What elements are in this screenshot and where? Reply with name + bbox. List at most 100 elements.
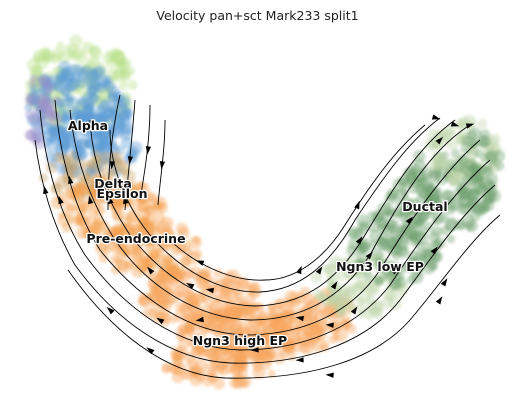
cluster-label-ngn3-low-ep: Ngn3 low EP: [336, 259, 424, 274]
cell-point: [414, 184, 426, 195]
cell-point: [67, 77, 81, 91]
streamline-arrow: [195, 260, 205, 266]
cell-point: [415, 219, 425, 229]
streamline-arrow: [355, 236, 363, 245]
cell-point: [374, 275, 385, 286]
cell-point: [373, 306, 384, 318]
cell-point: [170, 244, 182, 256]
cell-point: [306, 338, 317, 349]
cell-point: [439, 157, 452, 170]
cell-point: [93, 65, 106, 78]
cluster-label-ductal: Ductal: [402, 199, 447, 214]
streamline-arrow: [365, 251, 373, 260]
cell-point: [336, 269, 348, 281]
cell-point: [239, 378, 249, 388]
cell-point: [443, 197, 458, 211]
streamline-arrow: [123, 195, 129, 205]
cell-point: [186, 357, 199, 370]
cell-point: [478, 135, 492, 148]
cell-point: [474, 174, 483, 183]
streamline-arrow: [431, 114, 441, 120]
cell-point: [218, 313, 229, 325]
cell-point: [73, 157, 86, 170]
cell-point: [444, 125, 457, 138]
streamline-arrow: [430, 246, 438, 255]
cell-point: [92, 124, 107, 138]
velocity-streamlines: [34, 94, 501, 379]
cluster-label-alpha: Alpha: [68, 118, 108, 133]
cell-point: [43, 86, 53, 96]
cell-point: [126, 181, 138, 193]
cell-point: [120, 136, 133, 149]
cell-point: [69, 63, 80, 75]
streamline-arrow: [68, 175, 74, 185]
cell-point: [468, 127, 482, 141]
cell-point: [366, 219, 380, 233]
chart-title: Velocity pan+sct Mark233 split1: [156, 8, 359, 23]
cell-point: [95, 242, 108, 255]
cell-point: [385, 236, 399, 249]
streamline-arrow: [127, 156, 134, 165]
cell-point: [406, 275, 417, 285]
cell-point: [88, 67, 97, 76]
cell-point: [266, 313, 275, 322]
cell-point: [212, 293, 223, 304]
cell-point: [232, 358, 244, 370]
cell-point: [277, 337, 288, 349]
cell-point: [99, 151, 112, 164]
cell-point: [96, 103, 105, 112]
cell-point: [30, 135, 41, 145]
cell-point: [161, 253, 173, 264]
cell-point: [347, 228, 358, 239]
streamline-arrow: [330, 281, 338, 290]
cell-point: [65, 133, 76, 144]
streamline: [34, 139, 496, 364]
cell-point: [233, 310, 243, 320]
cell-point: [156, 235, 169, 248]
streamline: [69, 109, 471, 321]
cell-point: [356, 214, 370, 228]
cell-point: [188, 266, 203, 280]
cell-point: [156, 295, 169, 308]
cell-point: [158, 276, 171, 289]
cell-point: [99, 221, 111, 233]
cell-point: [420, 256, 432, 267]
cell-point: [223, 347, 236, 361]
streamline-arrow: [250, 347, 259, 353]
streamline-arrow: [450, 121, 460, 127]
streamline-arrow: [106, 306, 115, 315]
cell-point: [181, 246, 194, 259]
cell-point: [118, 57, 128, 67]
cell-point: [99, 136, 113, 149]
cell-point: [118, 80, 128, 91]
streamline-arrow: [435, 136, 444, 145]
cell-point: [218, 303, 232, 317]
streamline-arrow: [43, 185, 49, 195]
streamline: [107, 94, 121, 211]
cell-point: [58, 125, 67, 134]
cell-point: [397, 246, 410, 259]
cell-point: [174, 308, 188, 323]
cell-point: [354, 259, 367, 272]
cell-point: [38, 173, 49, 183]
cell-point: [206, 372, 216, 383]
cell-point: [283, 320, 292, 329]
cell-point: [192, 235, 201, 244]
cell-point: [247, 282, 262, 296]
cell-point: [117, 192, 126, 201]
cell-point: [51, 96, 61, 105]
cluster-label-ngn3-high-ep: Ngn3 high EP: [193, 333, 287, 348]
cell-point: [384, 192, 397, 205]
cell-point: [106, 187, 120, 201]
cell-point: [147, 278, 162, 292]
streamline-arrow: [440, 278, 448, 287]
cell-point: [93, 204, 106, 217]
cell-point: [433, 189, 443, 200]
cell-point: [363, 271, 373, 281]
cell-point: [369, 247, 384, 262]
cell-point: [333, 258, 346, 272]
cell-point: [77, 171, 91, 185]
streamline-arrow: [354, 200, 360, 210]
